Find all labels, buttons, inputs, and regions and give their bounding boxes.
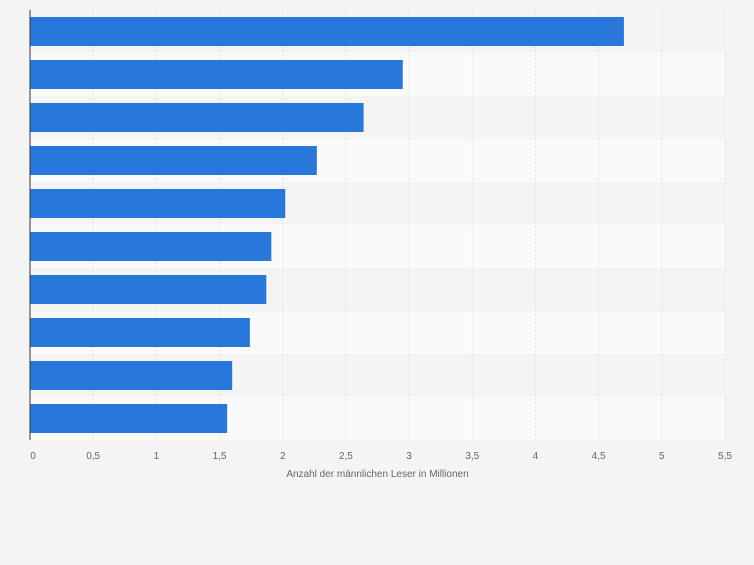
x-tick-label: 4 <box>533 451 539 462</box>
x-tick-label: 0 <box>30 451 36 462</box>
x-tick-label: 5,5 <box>718 451 732 462</box>
x-axis-label: Anzahl der männlichen Leser in Millionen <box>286 469 468 480</box>
bar[interactable] <box>30 318 250 347</box>
x-tick-label: 2 <box>280 451 286 462</box>
x-tick-label: 4,5 <box>592 451 606 462</box>
bar[interactable] <box>30 361 233 390</box>
bar[interactable] <box>30 17 624 46</box>
x-tick-labels: 0 0,5 1 1,5 2 2,5 3 3,5 4 4,5 5 5,5 <box>30 451 732 462</box>
bar[interactable] <box>30 189 286 218</box>
x-tick-label: 3 <box>406 451 412 462</box>
bar[interactable] <box>30 60 403 89</box>
bar[interactable] <box>30 404 228 433</box>
bar[interactable] <box>30 275 267 304</box>
x-tick-label: 1 <box>154 451 160 462</box>
bar[interactable] <box>30 103 364 132</box>
x-tick-label: 5 <box>659 451 665 462</box>
x-tick-label: 0,5 <box>86 451 100 462</box>
x-tick-label: 3,5 <box>465 451 479 462</box>
x-tick-label: 1,5 <box>213 451 227 462</box>
bars <box>30 17 624 433</box>
bar[interactable] <box>30 146 317 175</box>
bar[interactable] <box>30 232 272 261</box>
x-tick-label: 2,5 <box>339 451 353 462</box>
